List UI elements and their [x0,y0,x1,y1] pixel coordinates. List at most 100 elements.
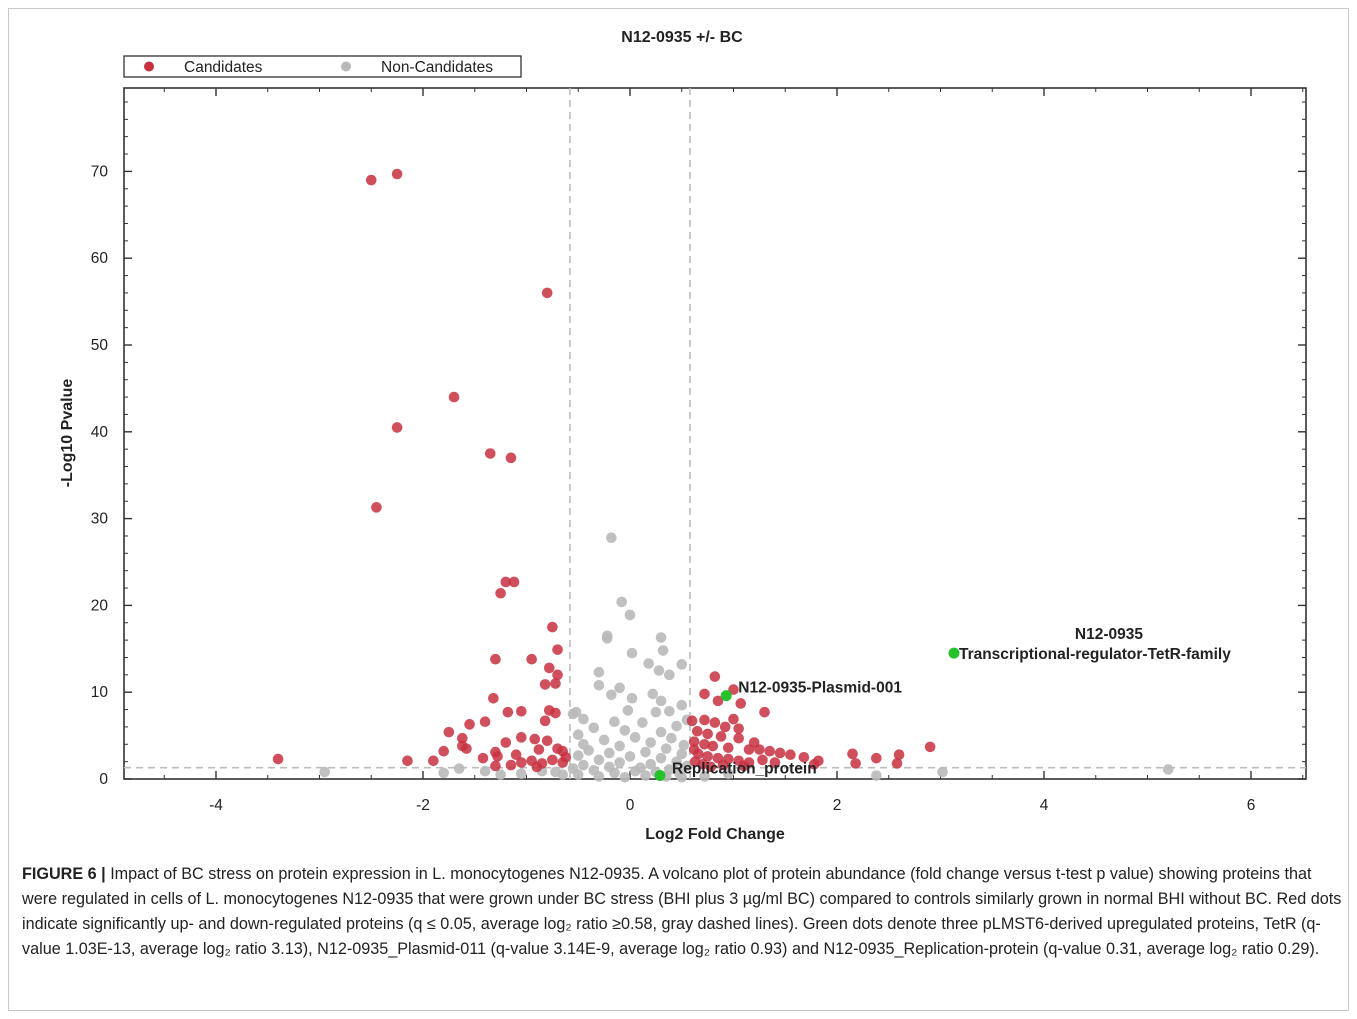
non-candidate-point [495,769,506,780]
non-candidate-point [645,737,656,748]
non-candidate-point [593,679,605,691]
non-candidate-point [616,596,628,608]
y-tick-label: 0 [99,771,108,788]
candidate-point [365,174,377,186]
candidate-point [733,723,744,734]
non-candidate-point [619,725,631,736]
y-tick-label: 30 [91,511,109,528]
y-tick-label: 70 [91,163,109,180]
non-candidate-point [598,734,610,746]
candidate-point [728,713,739,725]
candidate-point [505,452,517,464]
non-candidate-point [479,765,491,777]
candidate-point [391,168,403,180]
non-candidate-point [664,705,675,717]
non-candidate-point [629,765,641,777]
non-candidate-point [438,767,450,779]
non-candidate-point [606,532,617,543]
candidate-point [490,760,501,772]
candidate-point [547,754,558,766]
candidate-point [526,653,537,665]
highlighted-proteins: N12-0935 Transcriptional-regulator-TetR-f… [654,626,1231,782]
legend-box [123,55,522,78]
highlighted-point [720,690,732,702]
candidate-point [272,753,284,765]
non-candidate-point [676,748,688,760]
candidate-point [707,740,719,752]
candidate-point [924,741,936,753]
highlight-label-title: N12-0935 [1075,626,1143,643]
candidate-point [516,732,527,743]
candidate-point [516,705,527,717]
non-candidate-point [655,752,667,764]
candidate-point [543,662,555,674]
candidate-point [502,706,514,718]
candidate-point [457,732,468,744]
candidate-point [893,749,905,760]
non-candidate-point [650,706,662,718]
non-candidate-point [643,658,654,669]
figure-caption: FIGURE 6 | Impact of BC stress on protei… [22,862,1342,962]
legend-label-candidates: Candidates [184,59,263,76]
candidate-point [709,671,721,682]
candidate-point [719,721,731,733]
candidate-point [479,716,491,728]
non-candidate-point [622,705,634,716]
candidate-point [443,726,455,738]
candidate-point [728,684,739,695]
highlighted-point [948,647,960,659]
non-candidate-point [629,732,641,743]
non-candidate-point [557,769,569,780]
non-candidate-point [319,766,330,778]
non-candidate-point [578,759,589,771]
highlight-label: N12-0935-Plasmid-001 [738,680,902,697]
candidate-point [539,679,551,690]
non-candidate-point [664,669,675,681]
non-candidate-point [583,745,594,756]
candidate-point [723,742,734,754]
candidate-point [557,757,569,768]
candidate-point [464,719,475,730]
y-axis-label: -Log10 Pvalue [59,379,76,488]
non-candidate-point [624,751,636,762]
non-candidate-point [578,713,589,725]
candidate-point [448,391,460,403]
candidate-point [500,737,512,748]
non-candidate-point [609,767,620,779]
x-tick-label: 2 [833,797,842,814]
y-tick-label: 50 [91,337,109,354]
candidate-point [871,752,882,764]
candidate-point [759,706,770,718]
legend: Candidates Non-Candidates [123,55,522,78]
candidate-point [697,758,708,770]
candidate-point [691,725,703,737]
candidate-point [743,744,755,755]
candidate-point [477,752,489,764]
candidate-point [428,755,439,767]
candidate-point [774,747,786,759]
non-candidate-point [678,739,690,751]
candidate-point [438,745,450,757]
candidate-point [541,735,553,747]
legend-marker-non-candidates [341,61,351,72]
y-tick-label: 10 [91,684,109,701]
candidate-point [686,715,698,727]
y-tick-label: 40 [91,424,109,441]
candidate-point [699,688,710,700]
candidate-point [505,759,517,771]
candidate-point [715,731,727,742]
non-candidate-point [871,770,882,781]
caption-text: Impact of BC stress on protein expressio… [22,865,1342,958]
x-axis-label: Log2 Fold Change [645,826,785,843]
non-candidate-point [937,766,948,778]
non-candidate-point [593,771,605,782]
non-candidate-point [645,758,656,770]
non-candidate-point [640,746,651,758]
figure-frame [8,8,1349,1011]
non-candidate-point [626,647,638,659]
non-candidate-point [624,609,636,621]
non-candidate-point [572,769,584,780]
non-candidate-point [626,692,638,704]
non-candidate-point [676,699,688,711]
x-tick-label: 0 [626,797,635,814]
